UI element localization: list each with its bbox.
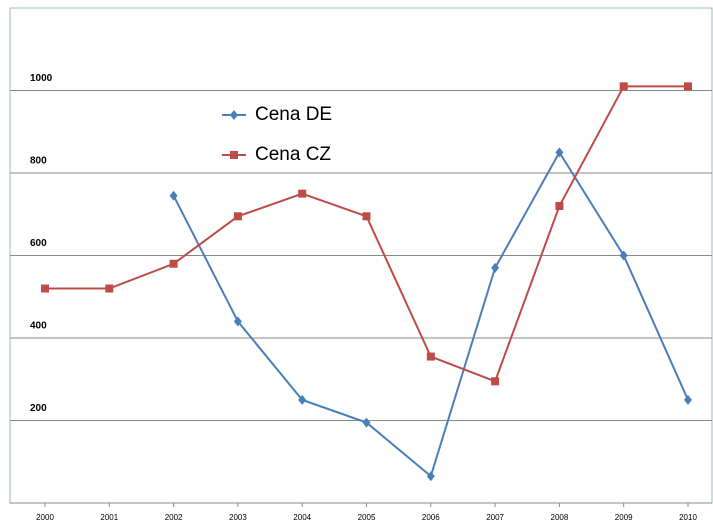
marker bbox=[105, 284, 114, 293]
marker bbox=[426, 471, 435, 482]
marker bbox=[619, 82, 628, 91]
marker bbox=[233, 316, 242, 327]
y-tick-label: 1000 bbox=[30, 73, 53, 84]
x-tick-label: 2001 bbox=[100, 513, 118, 522]
x-tick-label: 2000 bbox=[36, 513, 54, 522]
x-tick-label: 2010 bbox=[679, 513, 697, 522]
marker bbox=[362, 417, 371, 428]
x-tick-label: 2003 bbox=[229, 513, 247, 522]
marker bbox=[362, 212, 371, 221]
y-tick-label: 200 bbox=[30, 403, 47, 414]
x-tick-label: 2005 bbox=[358, 513, 376, 522]
y-tick-label: 400 bbox=[30, 321, 47, 332]
marker bbox=[169, 259, 178, 268]
x-tick-label: 2002 bbox=[165, 513, 183, 522]
legend-label: Cena DE bbox=[255, 104, 332, 125]
y-tick-label: 800 bbox=[30, 156, 47, 167]
marker bbox=[298, 394, 307, 405]
marker bbox=[491, 377, 500, 386]
marker bbox=[233, 212, 242, 221]
marker bbox=[684, 394, 692, 405]
marker bbox=[684, 82, 692, 91]
marker bbox=[298, 189, 307, 198]
marker bbox=[169, 190, 178, 201]
x-tick-label: 2006 bbox=[422, 513, 440, 522]
y-tick-label: 600 bbox=[30, 238, 47, 249]
marker bbox=[555, 147, 564, 158]
marker bbox=[41, 284, 49, 293]
marker bbox=[555, 202, 564, 210]
x-tick-label: 2007 bbox=[486, 513, 504, 522]
x-tick-label: 2009 bbox=[615, 513, 633, 522]
marker bbox=[619, 250, 628, 261]
legend-label: Cena CZ bbox=[255, 144, 331, 165]
marker bbox=[230, 151, 238, 159]
x-tick-label: 2008 bbox=[551, 513, 569, 522]
marker bbox=[230, 110, 238, 120]
x-tick-label: 2004 bbox=[293, 513, 311, 522]
marker bbox=[426, 352, 435, 361]
marker bbox=[491, 262, 500, 273]
